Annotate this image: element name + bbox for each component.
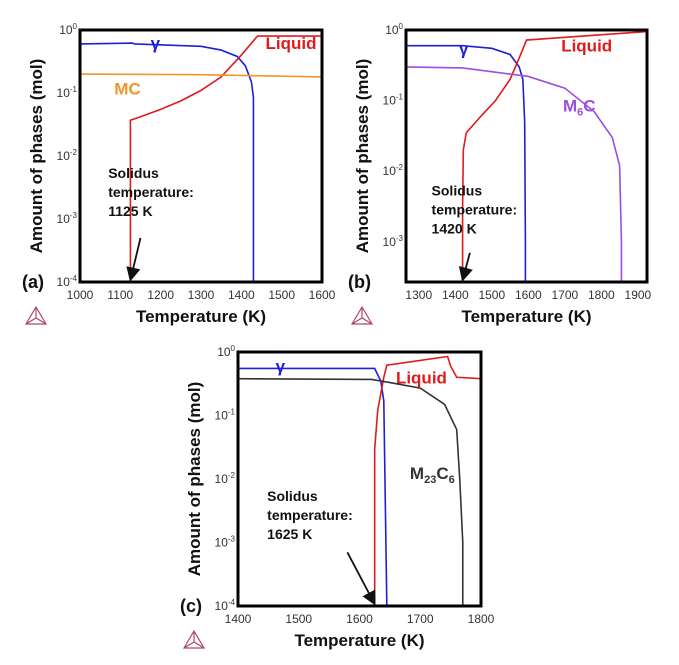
x-tick-label: 1600 — [346, 612, 373, 626]
series-label: Liquid — [561, 36, 612, 55]
solidus-annotation: Solidus — [432, 183, 483, 199]
panel-label: (c) — [180, 596, 202, 616]
x-axis-title: Temperature (K) — [294, 631, 424, 650]
x-axis-title: Temperature (K) — [136, 307, 266, 326]
y-tick-label: 10-3 — [383, 234, 404, 249]
y-tick-label: 100 — [217, 344, 235, 359]
solidus-annotation: temperature: — [432, 202, 518, 218]
x-tick-label: 1800 — [588, 288, 615, 302]
x-tick-label: 1600 — [515, 288, 542, 302]
y-tick-label: 10-3 — [215, 535, 236, 550]
y-axis-title: Amount of phases (mol) — [185, 382, 204, 577]
y-tick-label: 10-4 — [215, 598, 236, 613]
x-tick-label: 1000 — [67, 288, 94, 302]
series-label: M23C6 — [410, 464, 455, 486]
x-tick-label: 1300 — [188, 288, 215, 302]
series-label: γ — [151, 34, 161, 53]
x-tick-label: 1500 — [268, 288, 295, 302]
panel-c: γ Liquid M23C6 1400 1500 1600 1700 1800 100 10-1 1… — [180, 344, 495, 650]
series-label: Liquid — [266, 34, 317, 53]
x-tick-label: 1300 — [405, 288, 432, 302]
solidus-arrow — [346, 551, 376, 606]
y-axis-title: Amount of phases (mol) — [27, 59, 46, 254]
series-line-γ — [406, 44, 527, 282]
thermo-calc-logo-icon — [24, 305, 48, 325]
y-tick-label: 10-3 — [57, 211, 78, 226]
series-label: Liquid — [396, 368, 447, 387]
series-line-mc — [80, 73, 322, 78]
y-tick-label: 10-1 — [383, 93, 404, 108]
plot-frame — [236, 350, 483, 608]
x-tick-label: 1900 — [625, 288, 652, 302]
solidus-arrow — [458, 252, 473, 282]
thermo-calc-logo-icon — [350, 305, 374, 325]
y-tick-label: 10-1 — [57, 85, 78, 100]
x-axis-title: Temperature (K) — [461, 307, 591, 326]
x-tick-label: 1600 — [309, 288, 336, 302]
solidus-annotation: temperature: — [267, 507, 353, 523]
series-label: M6C — [563, 97, 596, 119]
plot-frame — [78, 28, 324, 284]
x-tick-label: 1500 — [478, 288, 505, 302]
y-axis-title: Amount of phases (mol) — [353, 59, 372, 254]
x-tick-label: 1400 — [442, 288, 469, 302]
series-label: MC — [114, 79, 140, 98]
panel-a: γ Liquid MC 1000 1100 1200 1300 1400 1500 1600 100… — [22, 22, 336, 326]
panel-label: (b) — [348, 272, 371, 292]
panel-label: (a) — [22, 272, 44, 292]
solidus-annotation: 1625 K — [267, 526, 312, 542]
thermo-calc-logo-icon — [182, 629, 206, 649]
solidus-annotation: Solidus — [108, 165, 159, 181]
series-line-m — [238, 377, 464, 606]
y-tick-label: 100 — [59, 22, 77, 37]
y-tick-label: 10-4 — [57, 274, 78, 289]
series-line-γ — [80, 42, 255, 282]
y-tick-label: 10-2 — [57, 148, 78, 163]
x-tick-label: 1500 — [285, 612, 312, 626]
x-tick-label: 1700 — [551, 288, 578, 302]
plot-frame — [404, 28, 649, 284]
x-tick-label: 1800 — [468, 612, 495, 626]
series-line-liquid — [129, 35, 322, 282]
series-label: γ — [276, 357, 286, 376]
x-tick-label: 1100 — [107, 288, 133, 302]
x-tick-label: 1400 — [228, 288, 255, 302]
series-line-m — [406, 66, 623, 282]
solidus-annotation: temperature: — [108, 184, 194, 200]
x-tick-label: 1400 — [225, 612, 252, 626]
series-line-liquid — [373, 355, 481, 606]
series-label: γ — [459, 39, 469, 58]
y-tick-label: 10-2 — [383, 163, 404, 178]
series-line-liquid — [461, 30, 647, 282]
panel-b: γ Liquid M6C 1300 1400 1500 1600 1700 1800 1900 10… — [348, 22, 652, 326]
solidus-annotation: Solidus — [267, 488, 318, 504]
solidus-arrow — [126, 237, 142, 282]
x-tick-label: 1700 — [407, 612, 434, 626]
solidus-annotation: 1420 K — [432, 221, 477, 237]
y-tick-label: 10-2 — [215, 471, 236, 486]
y-tick-label: 100 — [385, 22, 403, 37]
y-tick-label: 10-1 — [215, 408, 236, 423]
solidus-annotation: 1125 K — [108, 203, 152, 219]
x-tick-label: 1200 — [147, 288, 174, 302]
